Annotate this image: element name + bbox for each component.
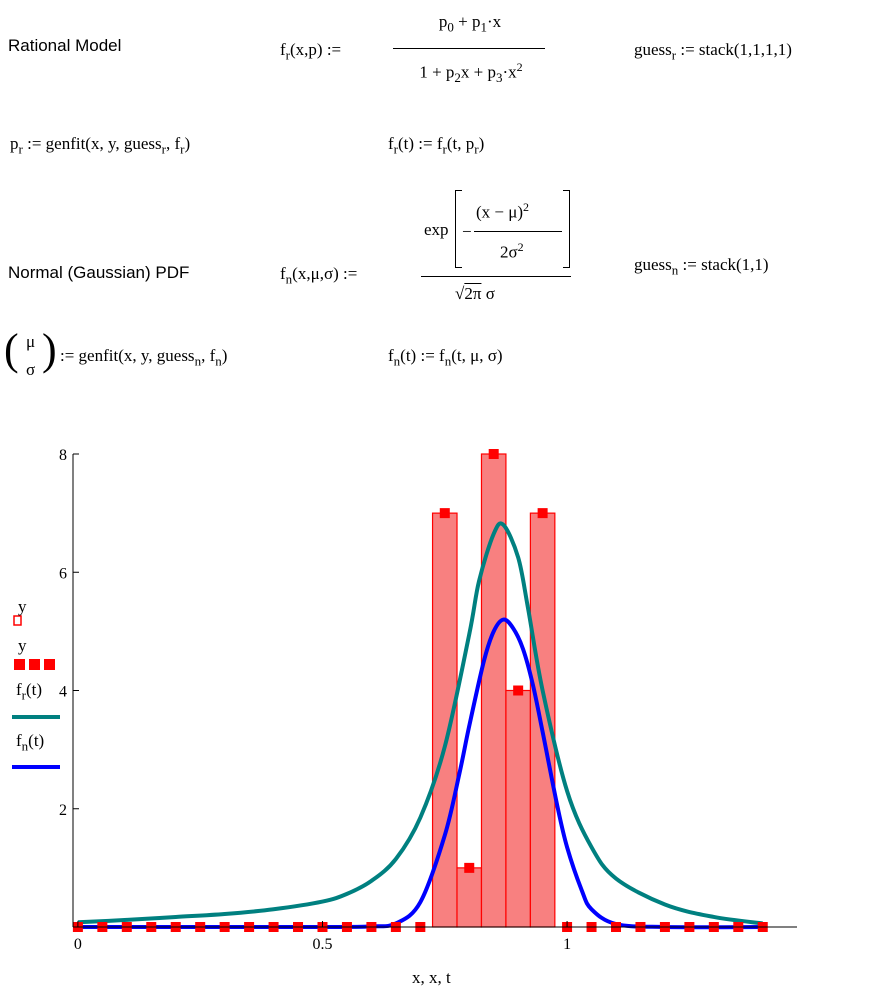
- y-tick-label: 2: [59, 802, 67, 819]
- normal-exp-bottom: 2σ2: [500, 240, 524, 262]
- data-point: [439, 508, 450, 519]
- histogram-bar: [505, 689, 531, 928]
- rational-eval: fr(t) := fr(t, pr): [388, 134, 485, 157]
- legend-entry-points: y: [18, 636, 27, 655]
- axes: 2 4 6 8 0 0.5 1: [59, 447, 797, 953]
- normal-left-bracket: [455, 190, 462, 268]
- normal-numerator: exp: [424, 220, 449, 239]
- rational-fraction-bar: [393, 48, 545, 49]
- normal-exp-bar: [474, 231, 562, 232]
- normal-fraction-bar: [421, 276, 571, 277]
- x-tick-label: 0.5: [312, 936, 332, 953]
- rational-def-lhs: fr(x,p) :=: [280, 40, 342, 63]
- rational-guess: guessr := stack(1,1,1,1): [634, 40, 792, 63]
- legend-swatch-points: [14, 659, 25, 670]
- y-tick-label: 4: [59, 684, 67, 701]
- rational-fit: pr := genfit(x, y, guessr, fr): [10, 134, 191, 157]
- normal-def-lhs: fn(x,μ,σ) :=: [280, 264, 358, 287]
- data-point: [464, 862, 475, 873]
- y-tick-label: 6: [59, 565, 67, 582]
- legend-entry-normal: fn(t): [16, 731, 45, 754]
- x-tick-label: 1: [563, 936, 571, 953]
- legend: [12, 615, 60, 769]
- legend-entry-bars: y: [18, 597, 27, 616]
- normal-eval: fn(t) := fn(t, μ, σ): [388, 346, 503, 369]
- histogram-bar: [456, 867, 483, 928]
- normal-guess: guessn := stack(1,1): [634, 255, 769, 278]
- data-point: [537, 508, 548, 519]
- legend-entry-rational: fr(t): [16, 680, 43, 703]
- rational-numerator: p0 + p1·x: [438, 12, 502, 35]
- data-point: [513, 685, 524, 696]
- rational-fit-curve: [77, 521, 764, 926]
- data-point: [488, 449, 499, 459]
- normal-exp-top: (x − μ)2: [476, 200, 530, 222]
- histogram-bars: [431, 453, 556, 928]
- legend-swatch-bars: [13, 615, 22, 626]
- normal-fit-curve: [77, 617, 763, 930]
- normal-right-bracket: [563, 190, 570, 268]
- legend-swatch-points: [29, 659, 40, 670]
- y-tick-label: 8: [59, 447, 67, 464]
- normal-heading: Normal (Gaussian) PDF: [8, 263, 190, 282]
- fit-curves: [77, 521, 764, 930]
- normal-exp-minus: −: [462, 222, 472, 241]
- rational-heading: Rational Model: [8, 36, 122, 55]
- x-axis-label: x, x, t: [412, 968, 451, 987]
- histogram-bar: [529, 512, 556, 928]
- rational-denominator: 1 + p2x + p3·x2: [419, 60, 523, 86]
- data-points: [72, 449, 768, 932]
- x-tick-label: 0: [74, 936, 82, 953]
- legend-swatch-points: [44, 659, 55, 670]
- normal-denominator: √2π σ: [455, 284, 495, 303]
